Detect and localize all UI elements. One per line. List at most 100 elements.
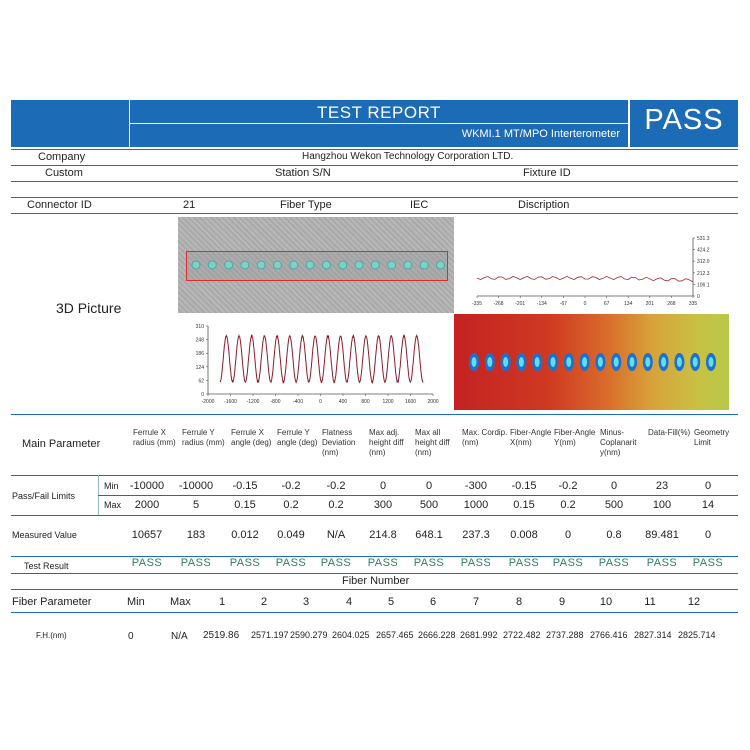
x-tick-label: -1600 bbox=[224, 399, 237, 405]
fh-value: 2657.465 bbox=[376, 630, 414, 640]
divider bbox=[11, 556, 738, 557]
fiber-dot bbox=[207, 260, 217, 270]
x-tick-label: 67 bbox=[604, 301, 610, 307]
divider bbox=[11, 589, 738, 590]
header-divider bbox=[628, 100, 630, 147]
min-value: 23 bbox=[655, 480, 669, 492]
divider bbox=[11, 573, 738, 574]
fiber-dot-core bbox=[613, 357, 619, 367]
x-tick-label: -134 bbox=[537, 301, 547, 307]
min-value: -0.2 bbox=[558, 480, 578, 492]
min-value: -0.2 bbox=[326, 480, 346, 492]
fiber-parameter-label: Fiber Parameter bbox=[12, 596, 92, 608]
fiber-number: 6 bbox=[429, 596, 437, 608]
x-tick-label: 1600 bbox=[405, 399, 416, 405]
fiber-number: 3 bbox=[302, 596, 310, 608]
fh-value: 2827.314 bbox=[634, 630, 672, 640]
max-value: 14 bbox=[701, 499, 715, 511]
measured-value: 0.049 bbox=[277, 529, 305, 541]
max-label: Max bbox=[104, 500, 122, 510]
fh-value: 2666.228 bbox=[418, 630, 456, 640]
fiber-type-value: IEC bbox=[410, 199, 429, 211]
max-value: 5 bbox=[192, 499, 200, 511]
fiber-dot-core bbox=[566, 357, 572, 367]
measured-value: 183 bbox=[186, 529, 206, 541]
fiber-number: 9 bbox=[558, 596, 566, 608]
fiber-number: 7 bbox=[472, 596, 480, 608]
x-tick-label: 335 bbox=[689, 301, 698, 307]
min-value: -0.15 bbox=[232, 480, 258, 492]
max-value: 500 bbox=[604, 499, 624, 511]
fiber-dot-core bbox=[550, 357, 556, 367]
max-value: 100 bbox=[652, 499, 672, 511]
measured-value: 214.8 bbox=[369, 529, 397, 541]
x-tick-label: 0 bbox=[319, 399, 322, 405]
divider bbox=[11, 197, 738, 198]
fh-max: N/A bbox=[171, 631, 188, 642]
divider bbox=[11, 181, 738, 182]
result-value: PASS bbox=[692, 557, 724, 569]
max-value: 0.2 bbox=[328, 499, 344, 511]
measured-value: 648.1 bbox=[415, 529, 443, 541]
parameter-header: Ferrule X radius (mm) bbox=[133, 428, 176, 447]
fiber-dot bbox=[224, 260, 234, 270]
x-tick-label: 268 bbox=[667, 301, 676, 307]
x-tick-label: 0 bbox=[584, 301, 587, 307]
y-tick-label: 0 bbox=[697, 294, 700, 300]
y-tick-label: 212.3 bbox=[697, 271, 710, 277]
result-value: PASS bbox=[508, 557, 540, 569]
fh-value: 2825.714 bbox=[678, 630, 716, 640]
header-divider bbox=[130, 123, 628, 124]
result-value: PASS bbox=[320, 557, 352, 569]
x-tick-label: -800 bbox=[270, 399, 280, 405]
fiber-number: 11 bbox=[644, 596, 656, 608]
x-tick-label: -2000 bbox=[202, 399, 215, 405]
fiber-number: 12 bbox=[687, 596, 701, 608]
min-value: 0 bbox=[425, 480, 433, 492]
fh-value: 2766.416 bbox=[590, 630, 628, 640]
fiber-dot-core bbox=[597, 357, 603, 367]
measured-value: 0 bbox=[564, 529, 572, 541]
y-tick-label: 248 bbox=[196, 338, 205, 344]
x-tick-label: -400 bbox=[293, 399, 303, 405]
description-label: Discription bbox=[518, 199, 570, 211]
result-value: PASS bbox=[460, 557, 492, 569]
max-value: 0.15 bbox=[513, 499, 535, 511]
fiber-dot bbox=[419, 260, 429, 270]
x-tick-label: 400 bbox=[339, 399, 348, 405]
wave-line bbox=[219, 333, 424, 385]
parameter-header: Ferrule Y radius (mm) bbox=[182, 428, 225, 447]
parameter-header: Max adj. height diff (nm) bbox=[369, 428, 404, 457]
measured-value: 237.3 bbox=[462, 529, 490, 541]
min-value: -10000 bbox=[129, 480, 165, 492]
divider bbox=[11, 475, 738, 476]
y-tick-label: 424.2 bbox=[697, 248, 710, 254]
parameter-header: Max all height diff (nm) bbox=[415, 428, 450, 457]
divider bbox=[11, 213, 738, 214]
y-tick-label: 106.1 bbox=[697, 282, 710, 288]
fiber-number: 1 bbox=[218, 596, 226, 608]
parameter-header: Fiber-Angle X(nm) bbox=[510, 428, 552, 447]
x-tick-label: 134 bbox=[624, 301, 633, 307]
result-value: PASS bbox=[552, 557, 584, 569]
test-result-label: Test Result bbox=[24, 561, 69, 571]
max-value: 0.2 bbox=[283, 499, 299, 511]
fiber-number: 10 bbox=[599, 596, 613, 608]
custom-label: Custom bbox=[45, 167, 83, 179]
measured-value: 10657 bbox=[131, 529, 163, 541]
x-tick-label: 1200 bbox=[382, 399, 393, 405]
fiber-dots bbox=[469, 353, 716, 371]
fiber-dot-core bbox=[629, 357, 635, 367]
fiber-dot-core bbox=[534, 357, 540, 367]
measured-value: 0.8 bbox=[606, 529, 622, 541]
x-tick-label: 2000 bbox=[427, 399, 438, 405]
fiber-dot bbox=[256, 260, 266, 270]
x-tick-label: -268 bbox=[494, 301, 504, 307]
x-tick-label: 800 bbox=[361, 399, 370, 405]
fiber-dot bbox=[354, 260, 364, 270]
station-label: Station S/N bbox=[275, 167, 331, 179]
min-label: Min bbox=[104, 481, 119, 491]
parameter-header: Minus-Coplanarit y(nm) bbox=[600, 428, 637, 457]
y-tick-label: 531.3 bbox=[697, 236, 710, 242]
fh-value: 2681.992 bbox=[460, 630, 498, 640]
